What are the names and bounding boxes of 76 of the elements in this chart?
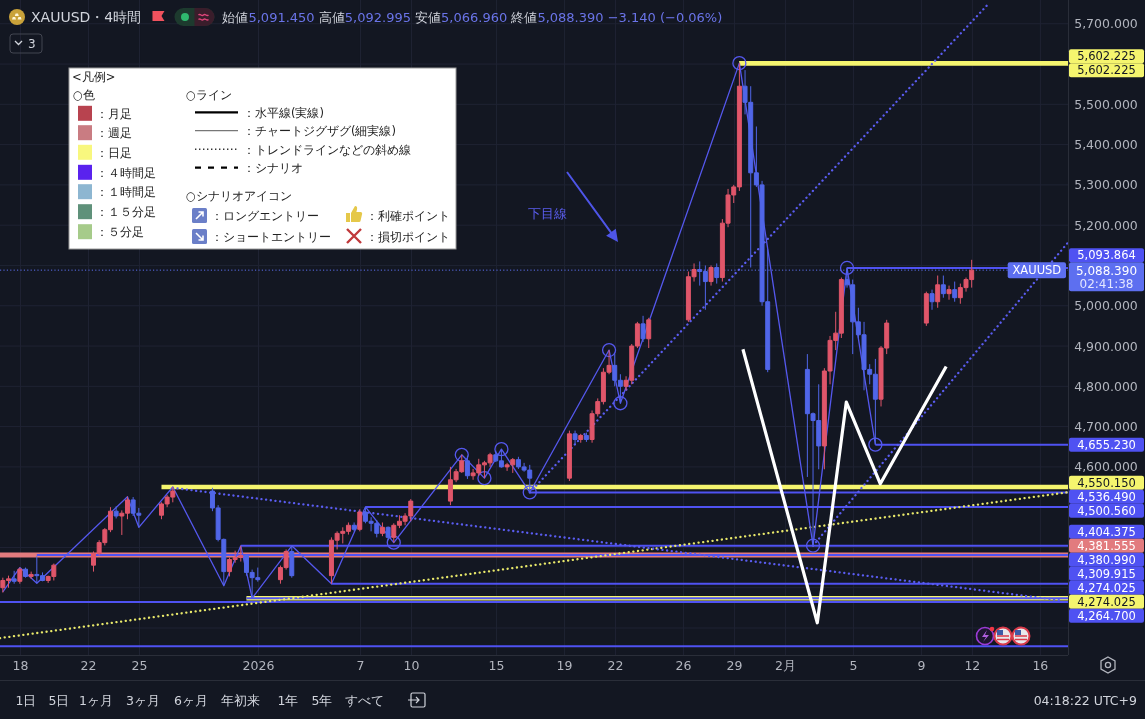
annotation: ○色 <box>73 88 96 102</box>
text: 1ヶ月 <box>79 692 113 708</box>
data-label: 4,536.490 <box>1077 489 1136 504</box>
y-tick-label: 4,800.000 <box>1074 378 1138 394</box>
text: 始値5,091.450 高値5,092.995 安値5,066.960 終値5,088.390 −3.140 (−0.06%) <box>222 10 723 25</box>
x-tick-label: 29 <box>726 658 743 673</box>
data-label: 4,655.230 <box>1077 437 1136 452</box>
data-label: 5,093.864 <box>1077 248 1136 263</box>
y-tick-label: 5,500.000 <box>1074 96 1138 112</box>
annotation: ：５分足 <box>96 225 144 239</box>
data-label: 4,500.560 <box>1077 503 1136 518</box>
y-tick-label: 4,600.000 <box>1074 459 1138 475</box>
text: 3ヶ月 <box>126 692 160 708</box>
text: 04:18:22 UTC+9 <box>1033 692 1138 708</box>
text: すべて <box>344 692 384 708</box>
x-tick-label: 22 <box>607 658 624 673</box>
x-tick-label: 19 <box>556 658 573 673</box>
x-tick-label: 9 <box>917 658 926 673</box>
data-label: 4,380.990 <box>1077 552 1136 567</box>
y-tick-label: 5,200.000 <box>1074 217 1138 233</box>
text: 5,088.390 <box>1075 263 1138 278</box>
x-tick-label: 18 <box>12 658 29 673</box>
annotation: ：１時間足 <box>96 185 156 199</box>
x-tick-label: 16 <box>1032 658 1049 673</box>
annotation: 3 <box>28 37 36 51</box>
data-label: 4,274.025 <box>1077 580 1136 595</box>
text: 5年 <box>311 692 333 708</box>
data-label: 4,274.025 <box>1077 594 1136 609</box>
annotation: ：週足 <box>96 126 132 140</box>
annotation: ：チャートジグザグ(細実線) <box>243 124 396 138</box>
x-tick-label: 25 <box>131 658 148 673</box>
text: XAUUSD・4時間 <box>31 9 142 25</box>
y-tick-label: 5,300.000 <box>1074 177 1138 193</box>
annotation: ：ショートエントリー <box>211 229 331 244</box>
x-tick-label: 5 <box>849 658 858 673</box>
annotation: <凡例> <box>72 70 116 84</box>
annotation: ：トレンドラインなどの斜め線 <box>243 142 411 157</box>
x-tick-label: 7 <box>356 658 365 673</box>
text: 1年 <box>277 692 299 708</box>
annotation: 下目線 <box>528 206 567 221</box>
ref-line-label: XAUUSD <box>1012 263 1062 278</box>
annotation: ：損切ポイント <box>366 229 450 244</box>
data-label: 5,602.225 <box>1077 63 1136 78</box>
text: 1日 <box>15 692 37 708</box>
y-tick-label: 4,700.000 <box>1074 419 1138 435</box>
annotation: ：シナリオ <box>243 161 303 175</box>
x-tick-label: 2026 <box>242 658 275 673</box>
annotation: ：４時間足 <box>96 165 156 180</box>
x-tick-label: 2月 <box>774 658 796 673</box>
y-tick-label: 5,000.000 <box>1074 298 1138 314</box>
y-tick-label: 5,400.000 <box>1074 137 1138 153</box>
annotation: ○ライン <box>186 88 233 102</box>
x-tick-label: 10 <box>403 658 420 673</box>
x-tick-label: 22 <box>80 658 97 673</box>
annotation: ：利確ポイント <box>366 209 450 223</box>
data-label: 4,381.555 <box>1077 538 1136 553</box>
text: 6ヶ月 <box>174 692 208 708</box>
data-label: 4,404.375 <box>1077 524 1136 539</box>
annotation: ○シナリオアイコン <box>186 188 293 203</box>
annotation: ：水平線(実線) <box>243 105 324 120</box>
annotation: ：ロングエントリー <box>211 209 319 223</box>
annotation: ：１５分足 <box>96 205 156 219</box>
data-label: 4,309.915 <box>1077 566 1136 581</box>
annotation: ：日足 <box>96 145 132 160</box>
text: 02:41:38 <box>1079 276 1134 291</box>
text: 年初来 <box>220 692 260 708</box>
text: 5日 <box>48 692 70 708</box>
y-tick-label: 5,700.000 <box>1074 16 1138 32</box>
x-tick-label: 26 <box>675 658 692 673</box>
data-label: 4,264.700 <box>1077 608 1136 623</box>
y-tick-label: 4,900.000 <box>1074 338 1138 354</box>
x-tick-label: 12 <box>964 658 981 673</box>
data-label: 4,550.150 <box>1077 475 1136 490</box>
data-label: 5,602.225 <box>1077 49 1136 64</box>
x-tick-label: 15 <box>488 658 505 673</box>
annotation: ：月足 <box>96 106 132 121</box>
